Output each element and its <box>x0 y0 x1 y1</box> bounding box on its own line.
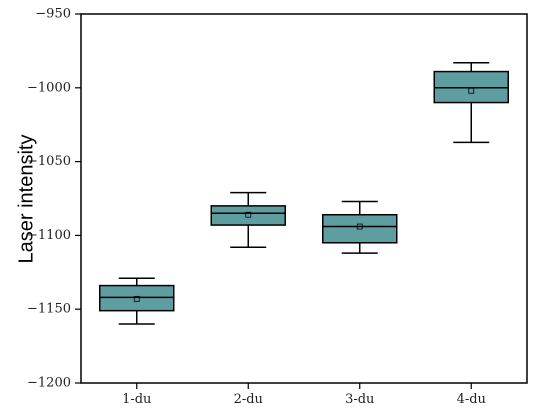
iqr-box <box>210 205 286 226</box>
x-axis: 1-du 2-du 3-du 4-du <box>122 383 486 407</box>
mean-marker <box>356 223 363 230</box>
y-tick-label: −1100 <box>27 228 71 243</box>
box-3-du <box>322 200 398 254</box>
y-axis-label: Laser intensity <box>15 135 37 264</box>
iqr-box <box>322 213 398 244</box>
mean-marker <box>468 87 475 94</box>
y-tick-label: −1200 <box>27 376 71 391</box>
y-tick-label: −1000 <box>27 80 71 95</box>
box-1-du <box>99 277 175 325</box>
box-2-du <box>210 191 286 248</box>
plot-frame <box>80 13 528 384</box>
mean-marker <box>245 211 252 218</box>
boxes <box>99 61 509 325</box>
x-tick-label: 3-du <box>345 392 374 407</box>
x-tick-label: 1-du <box>122 392 151 407</box>
x-tick-label: 2-du <box>234 392 263 407</box>
y-tick-label: −950 <box>35 7 71 22</box>
y-tick-label: −1050 <box>27 154 71 169</box>
mean-marker <box>133 295 140 302</box>
box-4-du <box>433 61 509 144</box>
x-tick-label: 4-du <box>457 392 486 407</box>
y-axis: −950 −1000 −1050 −1100 −1150 −1200 <box>27 7 81 391</box>
y-tick-label: −1150 <box>27 302 71 317</box>
